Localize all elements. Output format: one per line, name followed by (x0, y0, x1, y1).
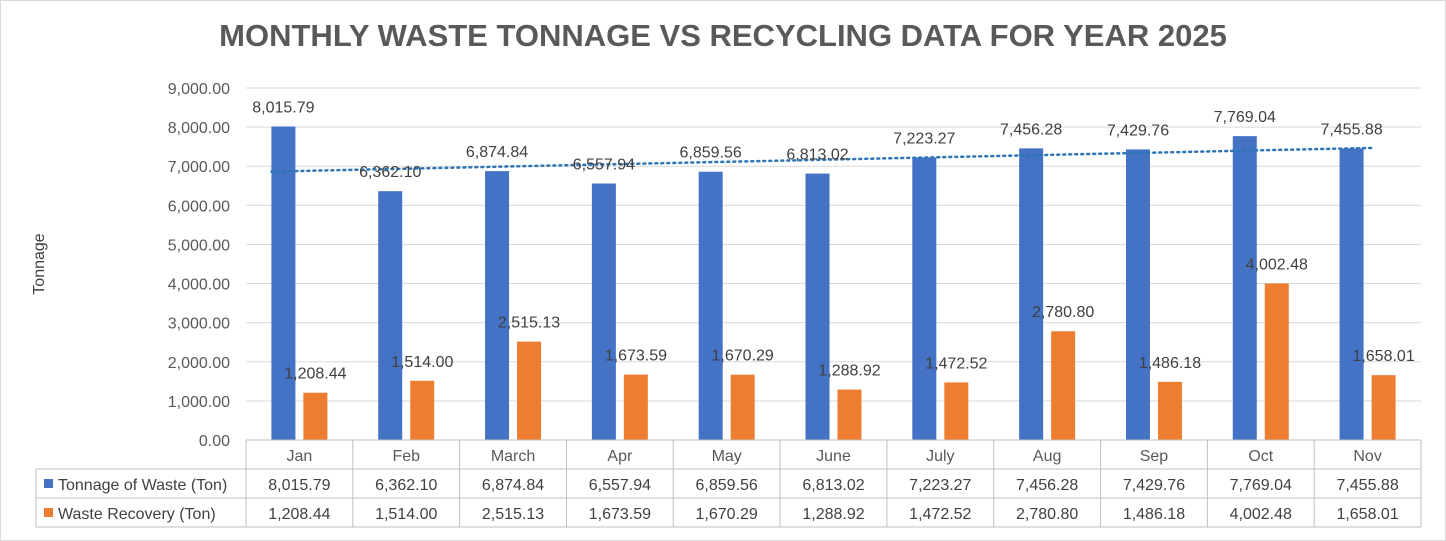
bar-recovery (837, 389, 862, 440)
y-tick-label: 2,000.00 (168, 355, 230, 372)
data-label-tonnage: 7,455.88 (1320, 121, 1382, 138)
bar-tonnage (805, 173, 830, 440)
bar-recovery (1051, 331, 1076, 440)
table-cell-recovery: 1,514.00 (375, 506, 437, 523)
bar-tonnage (912, 157, 937, 441)
data-label-tonnage: 7,769.04 (1214, 109, 1276, 126)
x-tick-label: Jan (287, 448, 313, 465)
bar-recovery (1371, 375, 1396, 440)
y-tick-label: 4,000.00 (168, 277, 230, 294)
bar-tonnage (1019, 148, 1044, 441)
y-tick-label: 6,000.00 (168, 198, 230, 215)
data-label-tonnage: 6,557.94 (573, 157, 635, 174)
bar-tonnage (378, 191, 403, 440)
bar-recovery (1264, 283, 1289, 440)
x-tick-label: Nov (1353, 448, 1381, 465)
table-cell-tonnage: 6,813.02 (802, 477, 864, 494)
bar-recovery (730, 374, 755, 440)
legend-label-recovery: Waste Recovery (Ton) (58, 506, 216, 523)
table-cell-tonnage: 6,557.94 (589, 477, 651, 494)
x-tick-label: Aug (1033, 448, 1061, 465)
y-tick-label: 5,000.00 (168, 237, 230, 254)
table-cell-recovery: 1,673.59 (589, 506, 651, 523)
table-cell-tonnage: 6,859.56 (696, 477, 758, 494)
bar-tonnage (1339, 148, 1364, 440)
y-tick-label: 0.00 (199, 433, 230, 450)
bar-recovery (410, 380, 435, 440)
table-cell-tonnage: 7,455.88 (1336, 477, 1398, 494)
bar-tonnage (485, 171, 510, 440)
x-tick-label: May (712, 448, 742, 465)
data-label-recovery: 2,515.13 (498, 315, 560, 332)
y-tick-label: 7,000.00 (168, 159, 230, 176)
x-tick-label: Apr (607, 448, 633, 465)
data-label-recovery: 4,002.48 (1246, 256, 1308, 273)
y-tick-label: 8,000.00 (168, 120, 230, 137)
data-label-recovery: 1,658.01 (1352, 348, 1414, 365)
table-cell-recovery: 1,486.18 (1123, 506, 1185, 523)
chart-title: MONTHLY WASTE TONNAGE VS RECYCLING DATA … (219, 18, 1227, 53)
x-tick-label: Sep (1140, 448, 1169, 465)
table-cell-recovery: 1,288.92 (802, 506, 864, 523)
data-label-tonnage: 7,429.76 (1107, 122, 1169, 139)
data-label-tonnage: 8,015.79 (252, 99, 314, 116)
y-tick-label: 3,000.00 (168, 316, 230, 333)
table-cell-tonnage: 7,769.04 (1230, 477, 1292, 494)
bar-recovery (1157, 381, 1182, 440)
bar-tonnage (1232, 136, 1257, 440)
table-cell-recovery: 1,670.29 (696, 506, 758, 523)
x-tick-label: March (491, 448, 535, 465)
data-label-recovery: 1,670.29 (712, 348, 774, 365)
data-label-tonnage: 6,859.56 (680, 145, 742, 162)
y-tick-label: 9,000.00 (168, 81, 230, 98)
trendline (270, 146, 1373, 173)
table-cell-tonnage: 7,456.28 (1016, 477, 1078, 494)
legend-key-recovery (44, 508, 53, 517)
x-tick-label: July (926, 448, 954, 465)
table-cell-tonnage: 8,015.79 (268, 477, 330, 494)
x-tick-label: Feb (392, 448, 420, 465)
table-cell-tonnage: 6,362.10 (375, 477, 437, 494)
data-label-tonnage: 6,874.84 (466, 144, 528, 161)
data-label-recovery: 2,780.80 (1032, 304, 1094, 321)
bar-recovery (517, 341, 542, 440)
table-cell-recovery: 1,208.44 (268, 506, 330, 523)
bar-tonnage (271, 126, 296, 441)
legend-label-tonnage: Tonnage of Waste (Ton) (58, 477, 227, 494)
table-cell-tonnage: 7,429.76 (1123, 477, 1185, 494)
data-label-recovery: 1,472.52 (925, 355, 987, 372)
data-label-recovery: 1,288.92 (818, 363, 880, 380)
table-cell-recovery: 2,780.80 (1016, 506, 1078, 523)
bar-recovery (944, 382, 969, 440)
x-tick-label: June (816, 448, 851, 465)
y-tick-label: 1,000.00 (168, 394, 230, 411)
data-label-tonnage: 7,456.28 (1000, 121, 1062, 138)
bar-recovery (623, 374, 648, 440)
data-label-recovery: 1,486.18 (1139, 355, 1201, 372)
bar-tonnage (698, 171, 723, 441)
data-label-recovery: 1,514.00 (391, 354, 453, 371)
bar-tonnage (591, 183, 616, 441)
table-cell-recovery: 1,658.01 (1336, 506, 1398, 523)
x-tick-label: Oct (1248, 448, 1273, 465)
table-cell-recovery: 2,515.13 (482, 506, 544, 523)
bar-recovery (303, 392, 328, 440)
table-cell-recovery: 4,002.48 (1230, 506, 1292, 523)
data-label-tonnage: 7,223.27 (893, 130, 955, 147)
data-label-tonnage: 6,362.10 (359, 164, 421, 181)
table-cell-tonnage: 7,223.27 (909, 477, 971, 494)
data-label-recovery: 1,208.44 (284, 366, 346, 383)
table-cell-recovery: 1,472.52 (909, 506, 971, 523)
legend-key-tonnage (44, 479, 53, 488)
data-label-recovery: 1,673.59 (605, 348, 667, 365)
table-cell-tonnage: 6,874.84 (482, 477, 544, 494)
data-label-tonnage: 6,813.02 (786, 147, 848, 164)
bar-tonnage (1125, 149, 1150, 441)
